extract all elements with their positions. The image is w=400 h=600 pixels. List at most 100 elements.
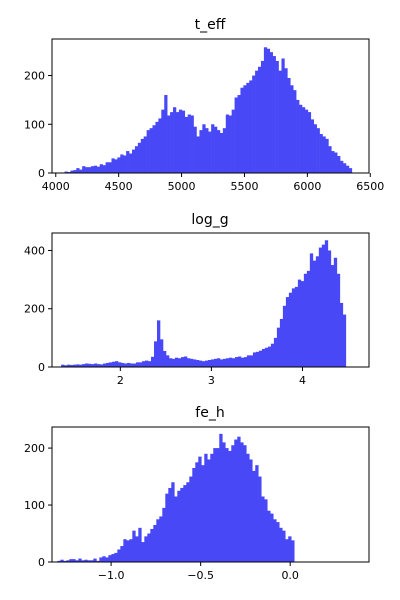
histogram-bar: [170, 112, 174, 173]
histogram-bar: [307, 112, 312, 173]
histogram-bar: [297, 279, 302, 367]
histogram-bar: [324, 240, 329, 367]
histogram-bar: [246, 355, 251, 367]
histogram-bar: [60, 559, 64, 562]
histogram-bar: [180, 487, 184, 562]
histogram-bar: [243, 85, 247, 173]
subplot-title-log-g: log_g: [191, 212, 228, 228]
histogram-bar: [108, 555, 112, 562]
histogram-bar: [193, 126, 197, 173]
histogram-bar: [281, 58, 285, 173]
histogram-bar: [288, 536, 292, 562]
histogram-bar: [61, 364, 65, 367]
histogram-bar: [186, 358, 191, 367]
histogram-bar: [275, 60, 279, 173]
histogram-bar: [70, 170, 74, 173]
histogram-bar: [208, 131, 212, 173]
histogram-bar: [64, 171, 68, 173]
histogram-bar: [287, 77, 291, 173]
subplot-t-eff: t_eff 4000 4500 5000 5500 6000 6500 0 100 200: [24, 17, 384, 193]
histogram-bar: [117, 157, 121, 173]
histogram-bar: [306, 270, 311, 367]
histogram-bar: [213, 448, 217, 562]
y-tick-label: 400: [24, 244, 45, 257]
histogram-bar: [321, 244, 326, 367]
histogram-bar: [177, 358, 182, 367]
histogram-bar: [88, 167, 92, 173]
histogram-bar: [111, 158, 115, 173]
histogram-bar: [313, 124, 317, 173]
histogram-bar: [316, 128, 320, 173]
histogram-bar: [189, 476, 193, 562]
histogram-bar: [258, 350, 263, 367]
histogram-bar: [99, 164, 103, 173]
histogram-bar: [117, 549, 121, 562]
histogram-bar: [97, 364, 101, 367]
histogram-bar: [180, 357, 185, 367]
histogram-bar: [93, 558, 97, 562]
histogram-bar: [198, 456, 202, 562]
histogram-bar: [63, 560, 67, 562]
histogram-bar: [240, 442, 244, 562]
axes-frame-log-g: [51, 232, 370, 368]
histogram-bar: [102, 556, 106, 562]
histogram-bar: [127, 362, 131, 367]
histogram-bar: [330, 265, 335, 367]
histogram-bar: [143, 136, 147, 173]
histogram-bar: [126, 151, 130, 173]
histogram-bar: [96, 166, 101, 173]
histogram-bar: [166, 355, 170, 367]
histogram-bar: [161, 109, 165, 173]
x-axis-ticks-t-eff: 4000 4500 5000 5500 6000 6500: [42, 173, 384, 193]
histogram-bar: [108, 162, 112, 173]
histogram-bar: [231, 445, 235, 562]
histogram-bar: [234, 97, 238, 173]
histogram-bar: [222, 358, 227, 367]
histogram-bar: [270, 343, 275, 367]
x-tick-label: −0.5: [187, 569, 214, 582]
histogram-bar: [186, 482, 190, 562]
histogram-bar: [231, 358, 236, 367]
histogram-bar: [282, 530, 286, 562]
histogram-bar: [156, 519, 160, 562]
histogram-bar: [219, 433, 223, 562]
histogram-bar: [115, 361, 119, 367]
histogram-bar: [136, 362, 140, 367]
histogram-bar: [278, 70, 282, 173]
x-tick-label: 2: [117, 374, 124, 387]
histogram-bar: [243, 357, 248, 367]
histogram-bar: [164, 95, 168, 173]
histogram-bar: [82, 166, 86, 173]
histogram-bar: [64, 365, 68, 367]
histogram-bar: [260, 60, 265, 173]
histogram-bar: [96, 560, 100, 562]
histogram-bar: [273, 337, 278, 367]
histogram-bar: [204, 453, 208, 562]
histogram-bar: [67, 364, 71, 367]
histogram-bar: [264, 499, 268, 562]
x-tick-label: 6500: [356, 180, 384, 193]
histogram-bar: [309, 253, 314, 367]
histogram-bar: [334, 152, 338, 173]
histogram-bar: [345, 165, 350, 173]
histogram-bar: [195, 360, 200, 367]
histogram-bar: [196, 136, 200, 173]
histogram-bar: [243, 445, 247, 562]
histogram-bar: [252, 352, 257, 367]
histogram-bar: [105, 162, 109, 173]
histogram-bar: [328, 146, 332, 173]
histogram-bar: [249, 80, 253, 173]
histogram-bar: [120, 154, 124, 173]
histogram-bar: [73, 170, 77, 173]
subplot-log-g: log_g 2 3 4 0 200 400: [24, 212, 370, 387]
histogram-bar: [79, 364, 83, 367]
histogram-bar: [246, 453, 250, 562]
histogram-bar: [312, 260, 317, 367]
x-tick-label: 4: [299, 374, 306, 387]
histogram-bar: [87, 560, 91, 562]
histogram-bar: [146, 130, 150, 173]
histogram-bar: [237, 356, 242, 367]
x-tick-label: 0.0: [281, 569, 299, 582]
histogram-bar: [111, 554, 115, 562]
histogram-bar: [109, 362, 113, 367]
